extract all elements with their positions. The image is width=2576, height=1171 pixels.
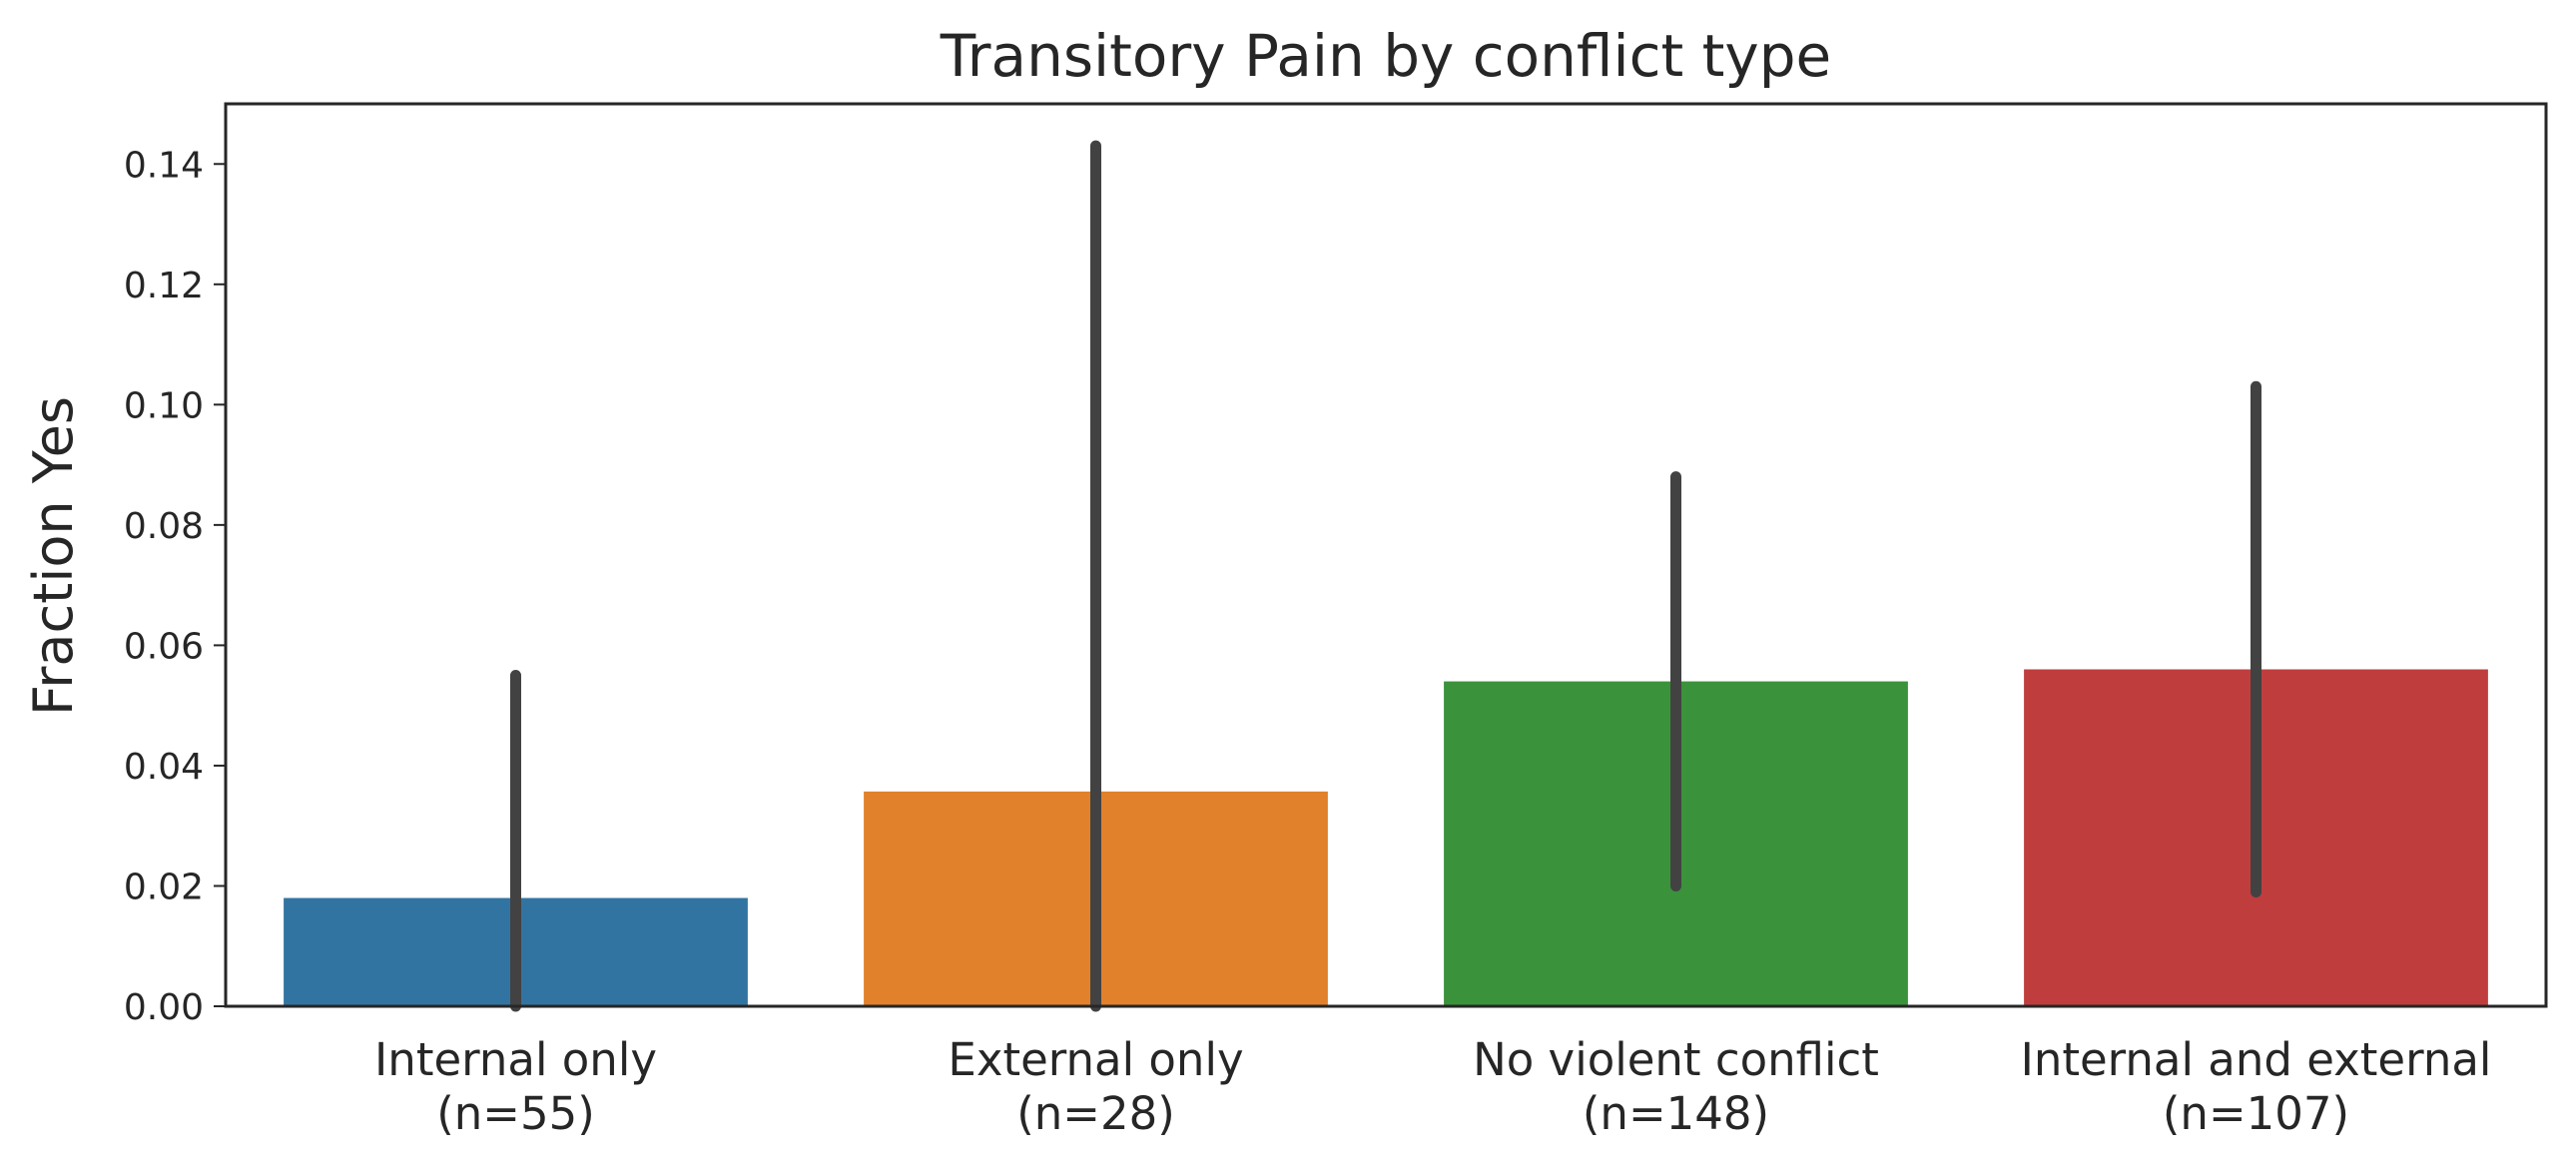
x-tick-label: Internal only	[374, 1033, 657, 1086]
error-bars	[510, 140, 2261, 1012]
y-tick-label: 0.14	[124, 145, 204, 186]
y-tick-label: 0.02	[124, 867, 204, 907]
y-axis-label: Fraction Yes	[22, 396, 85, 716]
y-tick-label: 0.06	[124, 626, 204, 667]
x-tick-label: No violent conflict	[1473, 1033, 1879, 1086]
x-tick-label: External only	[948, 1033, 1243, 1086]
bars	[284, 669, 2488, 1006]
plot-frame	[224, 102, 2548, 1008]
x-tick-count-label: (n=28)	[1016, 1087, 1175, 1140]
y-tick-label: 0.04	[124, 747, 204, 788]
x-tick-count-label: (n=148)	[1583, 1087, 1769, 1140]
y-axis-ticks: 0.00 0.02 0.04 0.06 0.08 0.10 0.12 0.14	[124, 145, 226, 1028]
x-tick-count-label: (n=107)	[2163, 1087, 2349, 1140]
y-tick-label: 0.00	[124, 987, 204, 1028]
x-tick-count-label: (n=55)	[436, 1087, 595, 1140]
chart-title: Transitory Pain by conflict type	[940, 22, 1831, 90]
y-tick-label: 0.12	[124, 266, 204, 306]
x-axis-ticks: Internal only(n=55) External only(n=28) No…	[374, 1033, 2491, 1140]
y-tick-label: 0.10	[124, 385, 204, 426]
x-tick-label: Internal and external	[2021, 1033, 2492, 1086]
y-tick-label: 0.08	[124, 506, 204, 547]
